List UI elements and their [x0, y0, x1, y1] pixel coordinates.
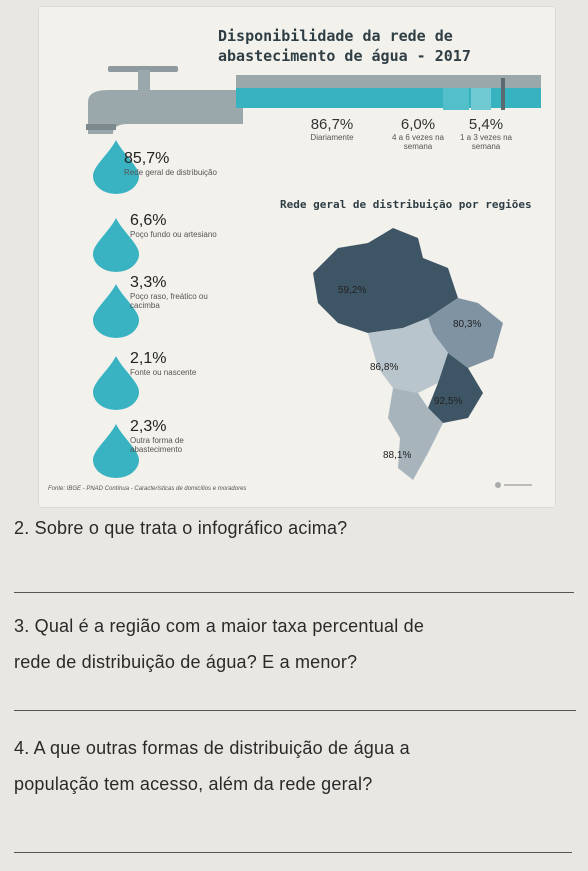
- answer-line-2[interactable]: [14, 592, 574, 593]
- drop-icon: [93, 140, 139, 194]
- infographic-title: Disponibilidade da rede de abastecimento…: [218, 26, 518, 66]
- question-3-line-2: rede de distribuição de água? E a menor?: [14, 652, 358, 672]
- region-label-north: 59,2%: [338, 285, 367, 296]
- title-line-1: Disponibilidade da rede de: [218, 27, 453, 45]
- region-label-northeast: 80,3%: [453, 319, 482, 330]
- publisher-logo-icon: [495, 482, 532, 488]
- source-deep-well: 6,6% Poço fundo ou artesiano: [130, 212, 217, 239]
- question-4-line-2: população tem acesso, além da rede geral…: [14, 774, 373, 794]
- drop-icon: [93, 218, 139, 272]
- question-4-line-1: 4. A que outras formas de distribuição d…: [14, 738, 410, 758]
- infographic: Disponibilidade da rede de abastecimento…: [38, 6, 556, 508]
- source-other: 2,3% Outra forma de abastecimento: [130, 418, 184, 454]
- source-shallow-well: 3,3% Poço raso, freático ou cacimba: [130, 274, 208, 310]
- question-2: 2. Sobre o que trata o infográfico acima…: [14, 518, 348, 538]
- brazil-map: [313, 228, 503, 480]
- stat-daily: 86,7% Diariamente: [310, 116, 354, 142]
- stat-1-3: 5,4% 1 a 3 vezes na semana: [459, 116, 513, 151]
- region-label-south: 88,1%: [383, 450, 412, 461]
- region-label-southeast: 92,5%: [434, 396, 463, 407]
- title-line-2: abastecimento de água - 2017: [218, 47, 471, 65]
- map-title: Rede geral de distribuição por regiões: [280, 198, 532, 211]
- faucet-icon: [86, 66, 243, 134]
- drop-icon: [93, 284, 139, 338]
- source-spring: 2,1% Fonte ou nascente: [130, 350, 197, 377]
- pipe-segments: [443, 78, 505, 110]
- answer-line-3[interactable]: [14, 710, 576, 711]
- stat-4-6: 6,0% 4 a 6 vezes na semana: [391, 116, 445, 151]
- question-3-line-1: 3. Qual é a região com a maior taxa perc…: [14, 616, 425, 636]
- drop-icon: [93, 356, 139, 410]
- source-note: Fonte: IBGE - PNAD Contínua - Caracterís…: [48, 486, 247, 492]
- region-label-center-west: 86,8%: [370, 362, 399, 373]
- answer-line-4[interactable]: [14, 852, 572, 853]
- source-general-network: 85,7% Rede geral de distribuição: [124, 150, 217, 177]
- drop-icon: [93, 424, 139, 478]
